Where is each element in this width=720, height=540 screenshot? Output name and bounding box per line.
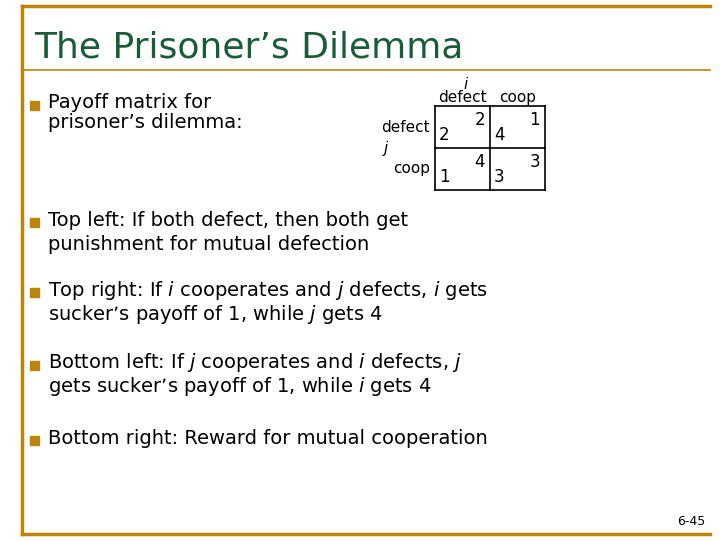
FancyBboxPatch shape	[30, 218, 39, 226]
Text: 4: 4	[494, 126, 505, 144]
Text: Top left: If both defect, then both get: Top left: If both defect, then both get	[48, 211, 408, 229]
Text: 2: 2	[474, 111, 485, 129]
FancyBboxPatch shape	[30, 435, 39, 444]
Text: 1: 1	[439, 168, 449, 186]
Text: sucker’s payoff of 1, while $j$ gets 4: sucker’s payoff of 1, while $j$ gets 4	[48, 302, 383, 326]
Text: $j$: $j$	[382, 138, 390, 158]
Text: 3: 3	[494, 168, 505, 186]
Text: 1: 1	[529, 111, 540, 129]
Text: defect: defect	[382, 119, 430, 134]
FancyBboxPatch shape	[30, 100, 39, 110]
Text: Bottom left: If $j$ cooperates and $i$ defects, $j$: Bottom left: If $j$ cooperates and $i$ d…	[48, 352, 462, 375]
Text: coop: coop	[499, 90, 536, 105]
Text: prisoner’s dilemma:: prisoner’s dilemma:	[48, 113, 243, 132]
Text: 3: 3	[529, 153, 540, 171]
Text: The Prisoner’s Dilemma: The Prisoner’s Dilemma	[34, 31, 464, 65]
Text: coop: coop	[393, 161, 430, 177]
Text: punishment for mutual defection: punishment for mutual defection	[48, 234, 369, 253]
Text: Payoff matrix for: Payoff matrix for	[48, 93, 211, 112]
FancyBboxPatch shape	[30, 287, 39, 296]
Text: 6-45: 6-45	[677, 515, 705, 528]
FancyBboxPatch shape	[30, 361, 39, 369]
Text: Bottom right: Reward for mutual cooperation: Bottom right: Reward for mutual cooperat…	[48, 429, 487, 448]
Text: gets sucker’s payoff of 1, while $i$ gets 4: gets sucker’s payoff of 1, while $i$ get…	[48, 375, 432, 399]
Text: $i$: $i$	[464, 76, 469, 92]
Text: defect: defect	[438, 90, 487, 105]
Text: Top right: If $i$ cooperates and $j$ defects, $i$ gets: Top right: If $i$ cooperates and $j$ def…	[48, 279, 488, 301]
Text: 2: 2	[439, 126, 449, 144]
Text: 4: 4	[474, 153, 485, 171]
